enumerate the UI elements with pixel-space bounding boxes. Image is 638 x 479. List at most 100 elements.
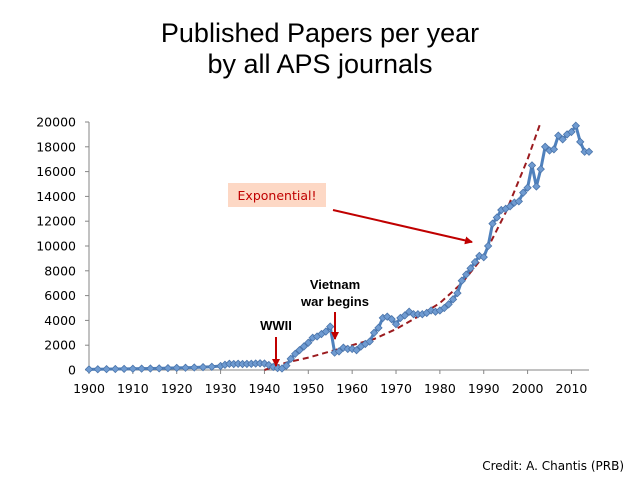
data-point <box>264 360 273 370</box>
data-point <box>190 363 199 372</box>
data-point <box>405 307 414 316</box>
y-tick-label: 6000 <box>44 288 76 303</box>
x-tick-label: 1980 <box>424 381 456 396</box>
x-tick-label: 1920 <box>161 381 193 396</box>
data-point <box>198 362 208 372</box>
data-point <box>299 342 309 351</box>
data-point <box>93 365 102 374</box>
credit-text: Credit: A. Chantis (PRB) <box>482 459 624 473</box>
data-point <box>365 337 374 346</box>
exponential-arrow <box>332 209 473 245</box>
x-tick-label: 1960 <box>336 381 368 396</box>
x-tick-label: 1930 <box>205 381 237 396</box>
papers-series-line <box>88 124 589 371</box>
data-point <box>155 364 164 373</box>
x-tick-labels: 1900 1910 1920 1930 1940 1950 1960 1970 1980 1990… <box>73 381 587 396</box>
data-point <box>470 257 480 267</box>
data-point <box>462 270 471 279</box>
data-point <box>567 127 576 137</box>
vietnam-label-line-2: war begins <box>300 294 369 309</box>
data-point <box>119 364 129 374</box>
chart-axes <box>85 121 589 374</box>
y-tick-label: 16000 <box>36 164 76 179</box>
x-tick-label: 1900 <box>73 381 105 396</box>
data-point <box>558 135 567 144</box>
data-point <box>290 349 300 359</box>
wwii-annotation: WWII <box>260 318 292 367</box>
data-point <box>387 314 396 324</box>
chart-title: Published Papers per year by all APS jou… <box>100 18 540 80</box>
x-tick-label: 1970 <box>380 381 412 396</box>
data-point <box>321 327 331 336</box>
data-point <box>554 131 563 140</box>
data-point <box>304 338 313 347</box>
exponential-trend-line <box>264 121 542 371</box>
y-tick-labels: 0 2000 4000 6000 8000 10000 12000 14000 16000 180… <box>36 115 76 378</box>
data-point <box>426 306 436 315</box>
data-point <box>369 328 379 337</box>
data-point <box>282 361 291 370</box>
data-point <box>326 322 335 331</box>
data-point <box>492 213 502 222</box>
data-point <box>488 219 497 228</box>
data-point <box>532 182 541 191</box>
data-point <box>466 264 475 273</box>
data-point <box>181 363 190 372</box>
data-point <box>146 364 155 373</box>
exponential-annotation: Exponential! <box>228 183 473 245</box>
data-point <box>523 183 532 192</box>
y-tick-label: 12000 <box>36 214 76 229</box>
data-point <box>128 364 138 373</box>
data-point <box>440 303 449 313</box>
exponential-label: Exponential! <box>238 188 317 203</box>
vietnam-annotation: Vietnam war begins <box>300 277 369 340</box>
data-point <box>137 364 146 373</box>
wwii-label: WWII <box>260 318 292 333</box>
data-point <box>172 363 181 373</box>
exponential-label-box <box>228 183 326 207</box>
data-point <box>102 364 111 374</box>
data-point <box>111 364 120 374</box>
data-point <box>295 345 304 355</box>
y-tick-label: 2000 <box>44 338 76 353</box>
data-point <box>527 161 537 170</box>
vietnam-label-line-1: Vietnam <box>310 277 360 292</box>
y-tick-label: 14000 <box>36 189 76 204</box>
y-tick-label: 0 <box>68 363 76 378</box>
data-point <box>352 345 361 355</box>
data-point <box>334 347 344 356</box>
y-tick-label: 10000 <box>36 239 76 254</box>
y-tick-label: 20000 <box>36 115 76 130</box>
chart-title-line-2: by all APS journals <box>207 49 433 79</box>
data-point <box>479 252 488 262</box>
data-point <box>400 311 409 320</box>
data-point <box>207 362 216 371</box>
y-tick-label: 18000 <box>36 139 76 154</box>
data-point <box>374 323 383 333</box>
data-point <box>540 142 550 151</box>
data-point <box>286 354 295 364</box>
x-tick-label: 1990 <box>468 381 500 396</box>
data-point <box>483 241 493 251</box>
data-point <box>571 121 581 130</box>
data-point <box>84 365 94 374</box>
data-point <box>457 276 466 285</box>
data-point <box>519 188 528 197</box>
data-point <box>505 202 515 211</box>
data-point <box>475 251 484 261</box>
chart-title-line-1: Published Papers per year <box>160 18 480 48</box>
data-point <box>514 197 523 206</box>
data-point <box>576 137 585 147</box>
y-tick-label: 8000 <box>44 263 76 278</box>
data-point <box>453 288 462 298</box>
x-tick-label: 1950 <box>292 381 324 396</box>
y-tick-label: 4000 <box>44 313 76 328</box>
data-point <box>163 363 173 373</box>
x-tick-label: 1910 <box>117 381 149 396</box>
x-tick-label: 2010 <box>556 381 588 396</box>
x-tick-label: 2000 <box>512 381 544 396</box>
data-series <box>84 121 594 374</box>
data-point <box>444 300 453 309</box>
data-point <box>549 145 559 154</box>
